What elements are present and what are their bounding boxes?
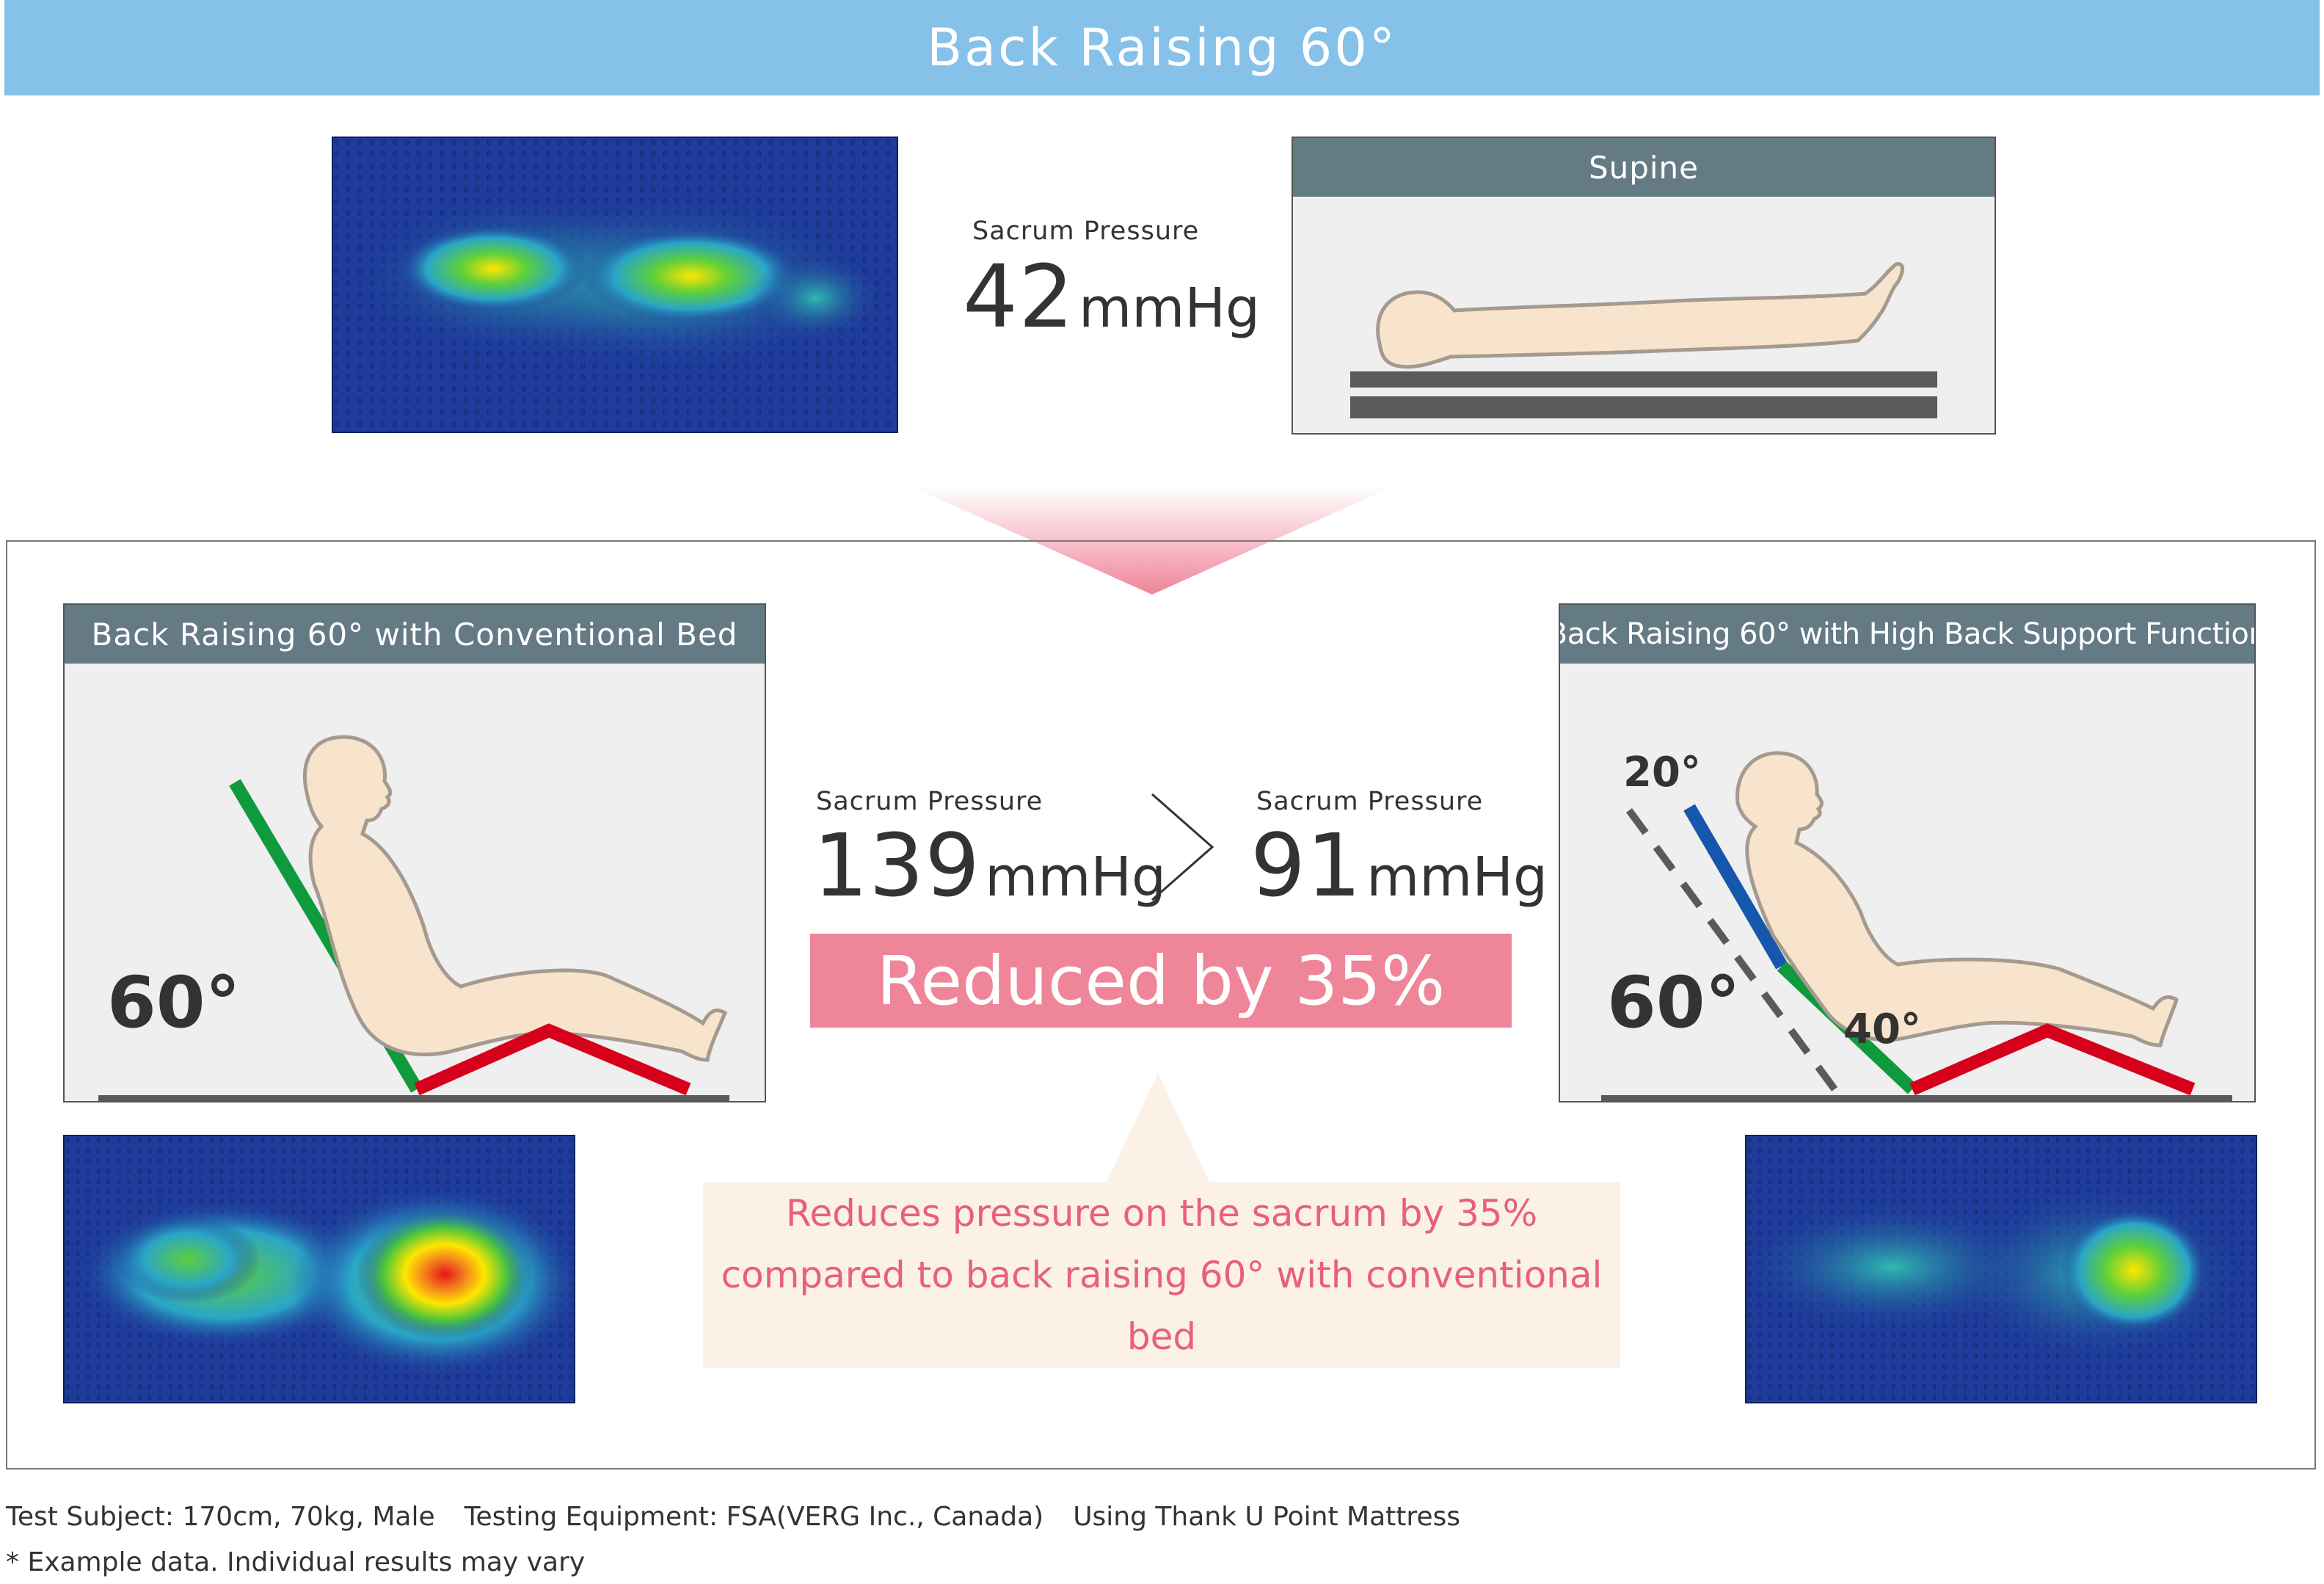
footer-mattress: Using Thank U Point Mattress <box>1073 1502 1461 1532</box>
heatmap-high-back <box>1745 1135 2257 1403</box>
callout-line-1: Reduces pressure on the sacrum by 35% <box>785 1192 1538 1235</box>
high-back-header: Back Raising 60° with High Back Support … <box>1560 605 2254 664</box>
high-back-panel: Back Raising 60° with High Back Support … <box>1559 603 2256 1102</box>
person-lying-icon <box>1350 262 1937 418</box>
high-back-angle-top: 20° <box>1623 749 1701 796</box>
high-back-pressure-value: 91mmHg <box>1250 822 1548 909</box>
conventional-pressure-number: 139 <box>813 815 981 916</box>
high-back-pressure-label: Sacrum Pressure <box>1256 787 1484 816</box>
supine-header: Supine <box>1293 138 1995 197</box>
footer-subject: Test Subject: 170cm, 70kg, Male <box>6 1502 435 1532</box>
supine-pressure-number: 42 <box>963 246 1075 347</box>
conventional-angle: 60° <box>107 962 241 1044</box>
supine-panel: Supine <box>1292 137 1996 435</box>
high-back-angle-mid: 40° <box>1843 1006 1921 1053</box>
callout-line-2: compared to back raising 60° with conven… <box>721 1254 1603 1358</box>
conventional-panel: Back Raising 60° with Conventional Bed 6… <box>63 603 766 1102</box>
callout-box: Reduces pressure on the sacrum by 35% co… <box>703 1182 1620 1368</box>
high-back-angle: 60° <box>1607 962 1741 1044</box>
reduction-banner: Reduced by 35% <box>810 934 1512 1028</box>
callout-pointer <box>1107 1073 1209 1182</box>
footer-details: Test Subject: 170cm, 70kg, Male Testing E… <box>6 1502 1460 1532</box>
footer-note: * Example data. Individual results may v… <box>6 1547 586 1577</box>
heatmap-conventional: 0 <box>63 1135 575 1403</box>
conventional-pressure-label: Sacrum Pressure <box>816 787 1043 816</box>
conventional-pressure-value: 139mmHg <box>813 822 1166 909</box>
supine-pressure-label: Sacrum Pressure <box>972 217 1200 246</box>
supine-pressure-value: 42mmHg <box>963 253 1260 340</box>
comparison-box <box>6 540 2316 1469</box>
heatmap-supine: 0 <box>332 137 898 433</box>
supine-pressure-unit: mmHg <box>1079 277 1260 340</box>
high-back-pressure-unit: mmHg <box>1366 846 1548 909</box>
person-reclining-icon <box>98 735 729 1101</box>
title-bar: Back Raising 60° <box>4 0 2320 95</box>
footer-equipment: Testing Equipment: FSA(VERG Inc., Canada… <box>464 1502 1044 1532</box>
conventional-pressure-unit: mmHg <box>985 846 1167 909</box>
person-reclining-icon <box>1601 751 2232 1101</box>
page-title: Back Raising 60° <box>927 18 1397 78</box>
greater-than-icon <box>1145 788 1218 906</box>
high-back-pressure-number: 91 <box>1250 815 1363 916</box>
conventional-header: Back Raising 60° with Conventional Bed <box>65 605 765 664</box>
